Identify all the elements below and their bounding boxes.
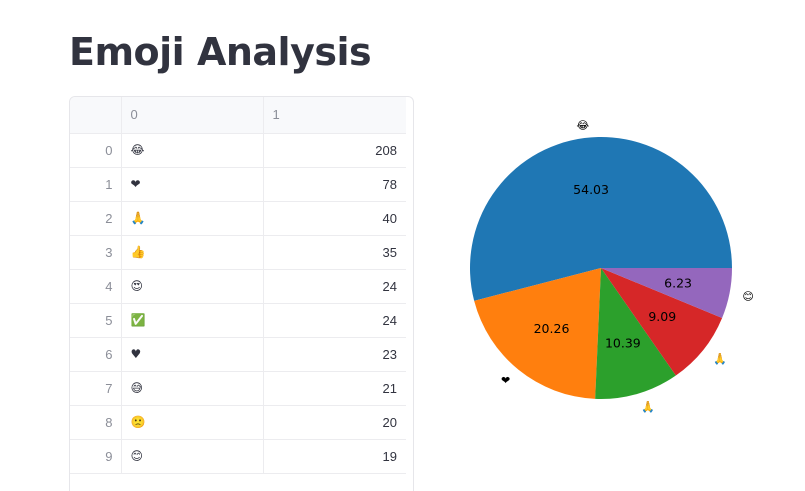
count-cell: 23 bbox=[263, 337, 406, 372]
row-index-cell: 9 bbox=[70, 439, 122, 474]
table-row[interactable]: 7 😅 21 bbox=[70, 371, 406, 406]
count-cell: 20 bbox=[263, 405, 406, 440]
column-header-0[interactable]: 0 bbox=[121, 97, 264, 134]
emoji-cell: ❤ bbox=[121, 167, 264, 202]
row-index-cell: 7 bbox=[70, 371, 122, 406]
emoji-pie-chart: 54.03 😂 20.26 ❤ 10.39 🙏 9.09 🙏 6.23 😊 bbox=[470, 119, 754, 413]
emoji-cell: 😊 bbox=[121, 439, 264, 474]
pie-category-label: 😂 bbox=[576, 119, 589, 132]
page-title: Emoji Analysis bbox=[69, 30, 372, 74]
row-index-cell: 1 bbox=[70, 167, 122, 202]
data-table: 0 1 0 😂 208 1 ❤ 78 2 🙏 40 3 👍 35 4 😍 24 5 ✅ 24 6 ♥ 23 7 😅 21 8 🙁 2… bbox=[70, 97, 406, 474]
count-cell: 24 bbox=[263, 303, 406, 338]
count-cell: 19 bbox=[263, 439, 406, 474]
row-index-cell: 3 bbox=[70, 235, 122, 270]
pie-value-label: 20.26 bbox=[534, 321, 570, 336]
column-header-index[interactable] bbox=[70, 97, 122, 134]
table-row[interactable]: 0 😂 208 bbox=[70, 133, 406, 168]
count-cell: 21 bbox=[263, 371, 406, 406]
emoji-cell: 👍 bbox=[121, 235, 264, 270]
pie-value-label: 54.03 bbox=[573, 182, 609, 197]
count-cell: 208 bbox=[263, 133, 406, 168]
table-row[interactable]: 1 ❤ 78 bbox=[70, 167, 406, 202]
row-index-cell: 8 bbox=[70, 405, 122, 440]
pie-category-label: 🙏 bbox=[713, 352, 727, 365]
pie-slice bbox=[470, 137, 732, 301]
pie-category-label: 🙏 bbox=[641, 400, 655, 413]
pie-slice bbox=[595, 268, 676, 399]
emoji-cell: 😅 bbox=[121, 371, 264, 406]
pie-slice bbox=[601, 268, 723, 376]
pie-category-label: ❤ bbox=[501, 374, 510, 387]
emoji-cell: 😍 bbox=[121, 269, 264, 304]
count-cell: 78 bbox=[263, 167, 406, 202]
table-row[interactable]: 6 ♥ 23 bbox=[70, 337, 406, 372]
emoji-cell: ♥ bbox=[121, 337, 264, 372]
emoji-cell: ✅ bbox=[121, 303, 264, 338]
table-row[interactable]: 4 😍 24 bbox=[70, 269, 406, 304]
pie-slice bbox=[601, 268, 732, 318]
pie-category-label: 😊 bbox=[742, 290, 753, 303]
emoji-cell: 🙏 bbox=[121, 201, 264, 236]
row-index-cell: 2 bbox=[70, 201, 122, 236]
row-index-cell: 4 bbox=[70, 269, 122, 304]
count-cell: 40 bbox=[263, 201, 406, 236]
table-header-row: 0 1 bbox=[70, 97, 406, 134]
pie-value-label: 10.39 bbox=[605, 335, 641, 350]
emoji-cell: 🙁 bbox=[121, 405, 264, 440]
table-row[interactable]: 5 ✅ 24 bbox=[70, 303, 406, 338]
table-row[interactable]: 8 🙁 20 bbox=[70, 405, 406, 440]
pie-slice bbox=[474, 268, 601, 399]
emoji-cell: 😂 bbox=[121, 133, 264, 168]
emoji-table[interactable]: 0 1 0 😂 208 1 ❤ 78 2 🙏 40 3 👍 35 4 😍 24 5 ✅ 24 6 ♥ 23 7 😅 21 8 🙁 2… bbox=[69, 96, 414, 491]
row-index-cell: 5 bbox=[70, 303, 122, 338]
count-cell: 35 bbox=[263, 235, 406, 270]
row-index-cell: 0 bbox=[70, 133, 122, 168]
table-row[interactable]: 3 👍 35 bbox=[70, 235, 406, 270]
pie-value-label: 6.23 bbox=[664, 275, 692, 290]
pie-value-label: 9.09 bbox=[648, 309, 676, 324]
table-row[interactable]: 2 🙏 40 bbox=[70, 201, 406, 236]
column-header-1[interactable]: 1 bbox=[263, 97, 406, 134]
table-row[interactable]: 9 😊 19 bbox=[70, 439, 406, 474]
count-cell: 24 bbox=[263, 269, 406, 304]
row-index-cell: 6 bbox=[70, 337, 122, 372]
